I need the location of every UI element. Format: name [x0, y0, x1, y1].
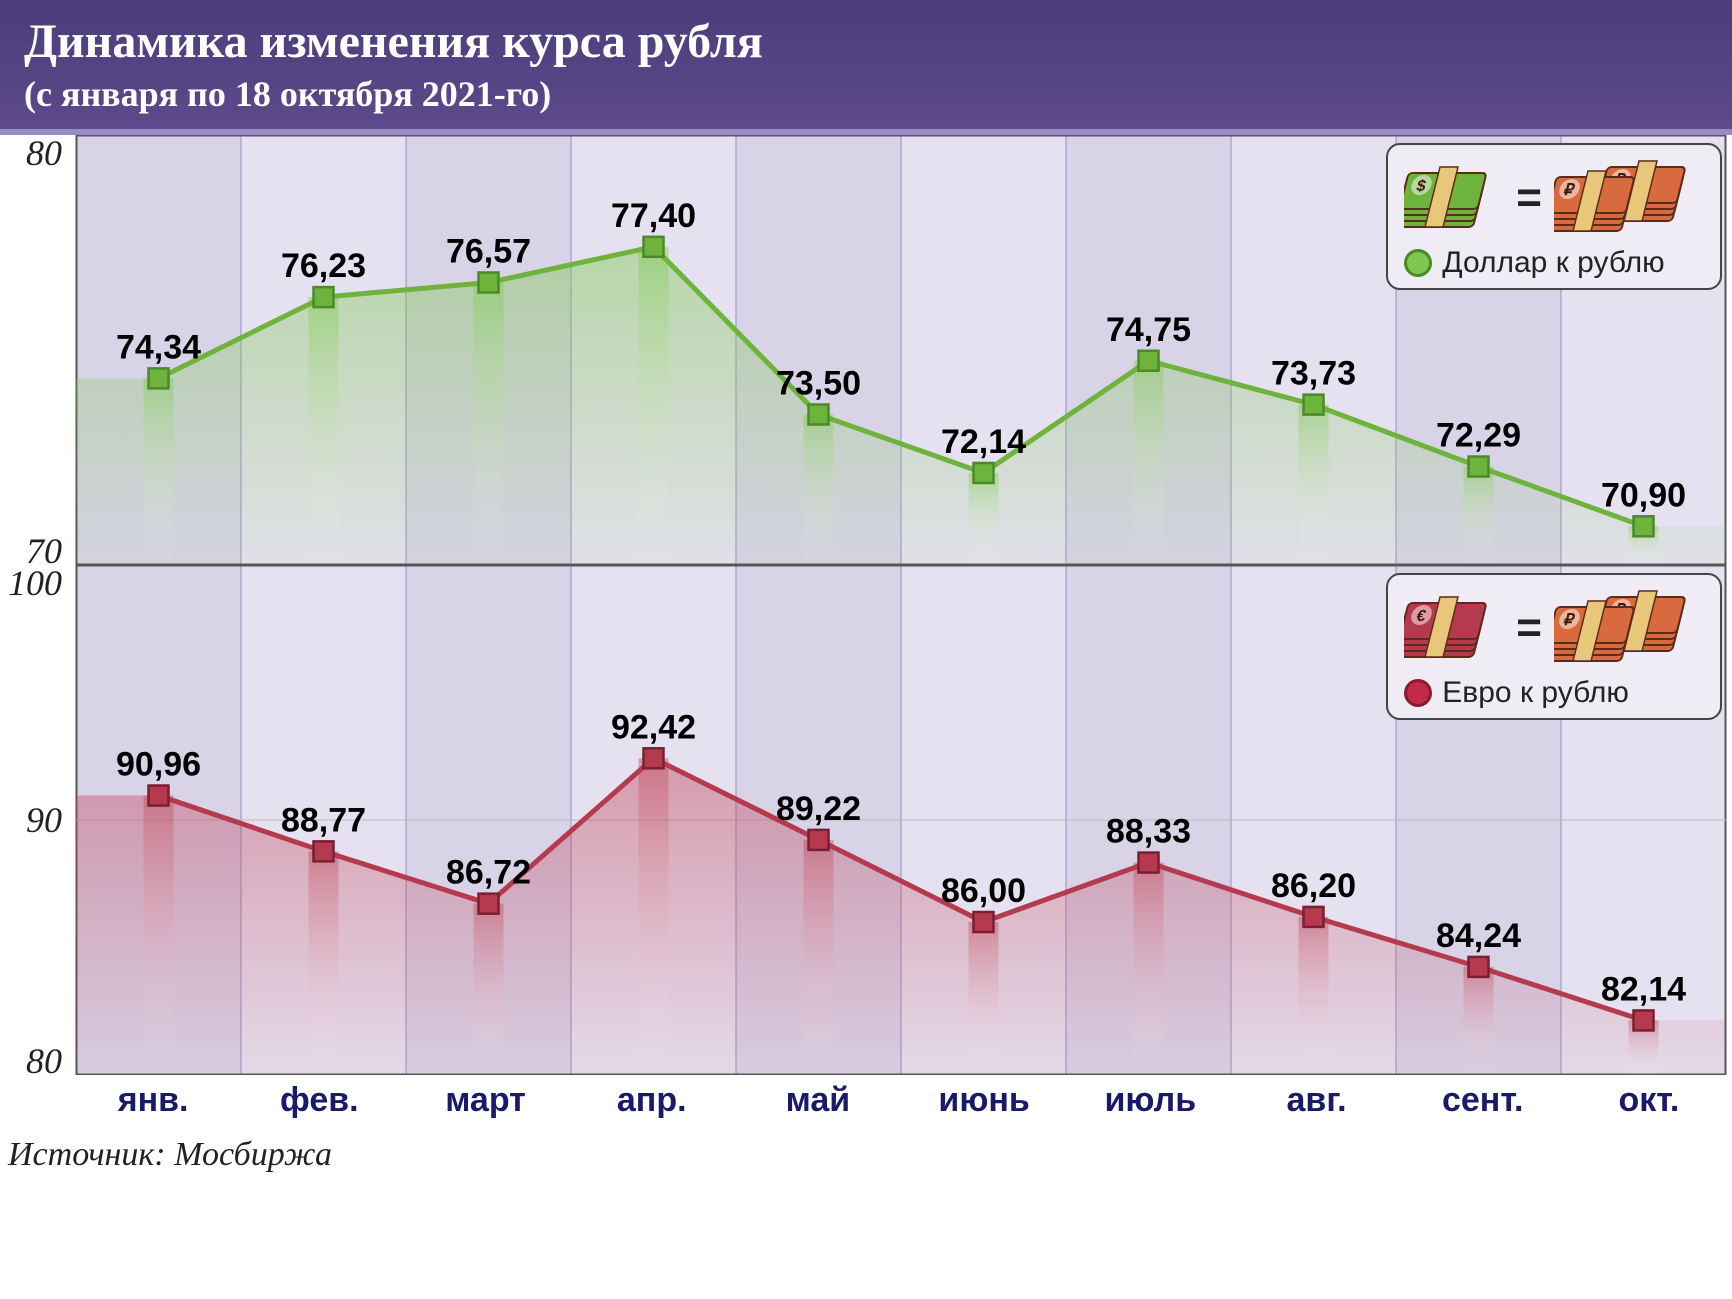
x-tick: июль	[1067, 1075, 1233, 1120]
chart-usd: 7080 74,34 76,23 76,57 77,40 73,50 72,14 74,75…	[0, 135, 1732, 565]
y-tick: 80	[26, 1040, 62, 1082]
x-tick: окт.	[1566, 1075, 1732, 1120]
x-axis: янв.фев.мартапр.майиюньиюльавг.сент.окт.	[70, 1075, 1732, 1120]
charts-area: 7080 74,34 76,23 76,57 77,40 73,50 72,14 74,75…	[0, 135, 1732, 1120]
svg-text:89,22: 89,22	[776, 790, 861, 828]
x-tick: фев.	[236, 1075, 402, 1120]
x-tick: янв.	[70, 1075, 236, 1120]
legend-usd: $ = ₽₽ Доллар к рублю	[1386, 143, 1722, 290]
x-tick: апр.	[569, 1075, 735, 1120]
money-stack-rub-icon: ₽₽	[1554, 585, 1704, 670]
svg-text:73,50: 73,50	[776, 365, 861, 403]
money-stack-eur-icon: €	[1404, 585, 1504, 670]
svg-text:77,40: 77,40	[611, 197, 696, 235]
svg-text:72,29: 72,29	[1436, 417, 1521, 455]
chart-eur: 8090100 90,9688,7786,7292,4289,2286,0088…	[0, 565, 1732, 1075]
svg-text:82,14: 82,14	[1601, 970, 1686, 1008]
y-tick: 100	[8, 562, 62, 604]
page-subtitle: (с января по 18 октября 2021-го)	[24, 73, 1708, 115]
x-tick: май	[735, 1075, 901, 1120]
legend-eur-label: Евро к рублю	[1442, 676, 1629, 710]
x-tick: июнь	[901, 1075, 1067, 1120]
chart-eur-yaxis: 8090100	[0, 565, 70, 1075]
equals-icon: =	[1516, 173, 1542, 223]
svg-text:86,72: 86,72	[446, 854, 531, 892]
svg-text:92,42: 92,42	[611, 708, 696, 746]
legend-eur-money-row: € = ₽₽	[1404, 585, 1704, 670]
legend-dot-usd-icon	[1404, 249, 1432, 277]
svg-text:76,23: 76,23	[281, 247, 366, 285]
svg-text:84,24: 84,24	[1436, 917, 1521, 955]
svg-text:86,20: 86,20	[1271, 867, 1356, 905]
svg-text:88,77: 88,77	[281, 801, 366, 839]
y-tick: 90	[26, 799, 62, 841]
svg-text:70,90: 70,90	[1601, 476, 1686, 514]
y-tick: 80	[26, 132, 62, 174]
money-stack-usd-icon: $	[1404, 155, 1504, 240]
chart-usd-yaxis: 7080	[0, 135, 70, 565]
legend-usd-money-row: $ = ₽₽	[1404, 155, 1704, 240]
x-tick: март	[402, 1075, 568, 1120]
x-tick: сент.	[1400, 1075, 1566, 1120]
svg-text:73,73: 73,73	[1271, 355, 1356, 393]
legend-eur: € = ₽₽ Евро к рублю	[1386, 573, 1722, 720]
svg-text:74,75: 74,75	[1106, 311, 1191, 349]
svg-text:74,34: 74,34	[116, 328, 201, 366]
header: Динамика изменения курса рубля (с января…	[0, 0, 1732, 135]
equals-icon: =	[1516, 603, 1542, 653]
page-title: Динамика изменения курса рубля	[24, 14, 1708, 69]
svg-text:76,57: 76,57	[446, 232, 531, 270]
svg-text:86,00: 86,00	[941, 872, 1026, 910]
money-stack-rub-icon: ₽₽	[1554, 155, 1704, 240]
legend-dot-eur-icon	[1404, 679, 1432, 707]
svg-text:88,33: 88,33	[1106, 813, 1191, 851]
legend-usd-label: Доллар к рублю	[1442, 246, 1664, 280]
svg-text:90,96: 90,96	[116, 746, 201, 784]
x-tick: авг.	[1233, 1075, 1399, 1120]
svg-text:72,14: 72,14	[941, 423, 1026, 461]
source-text: Источник: Мосбиржа	[0, 1120, 1732, 1184]
